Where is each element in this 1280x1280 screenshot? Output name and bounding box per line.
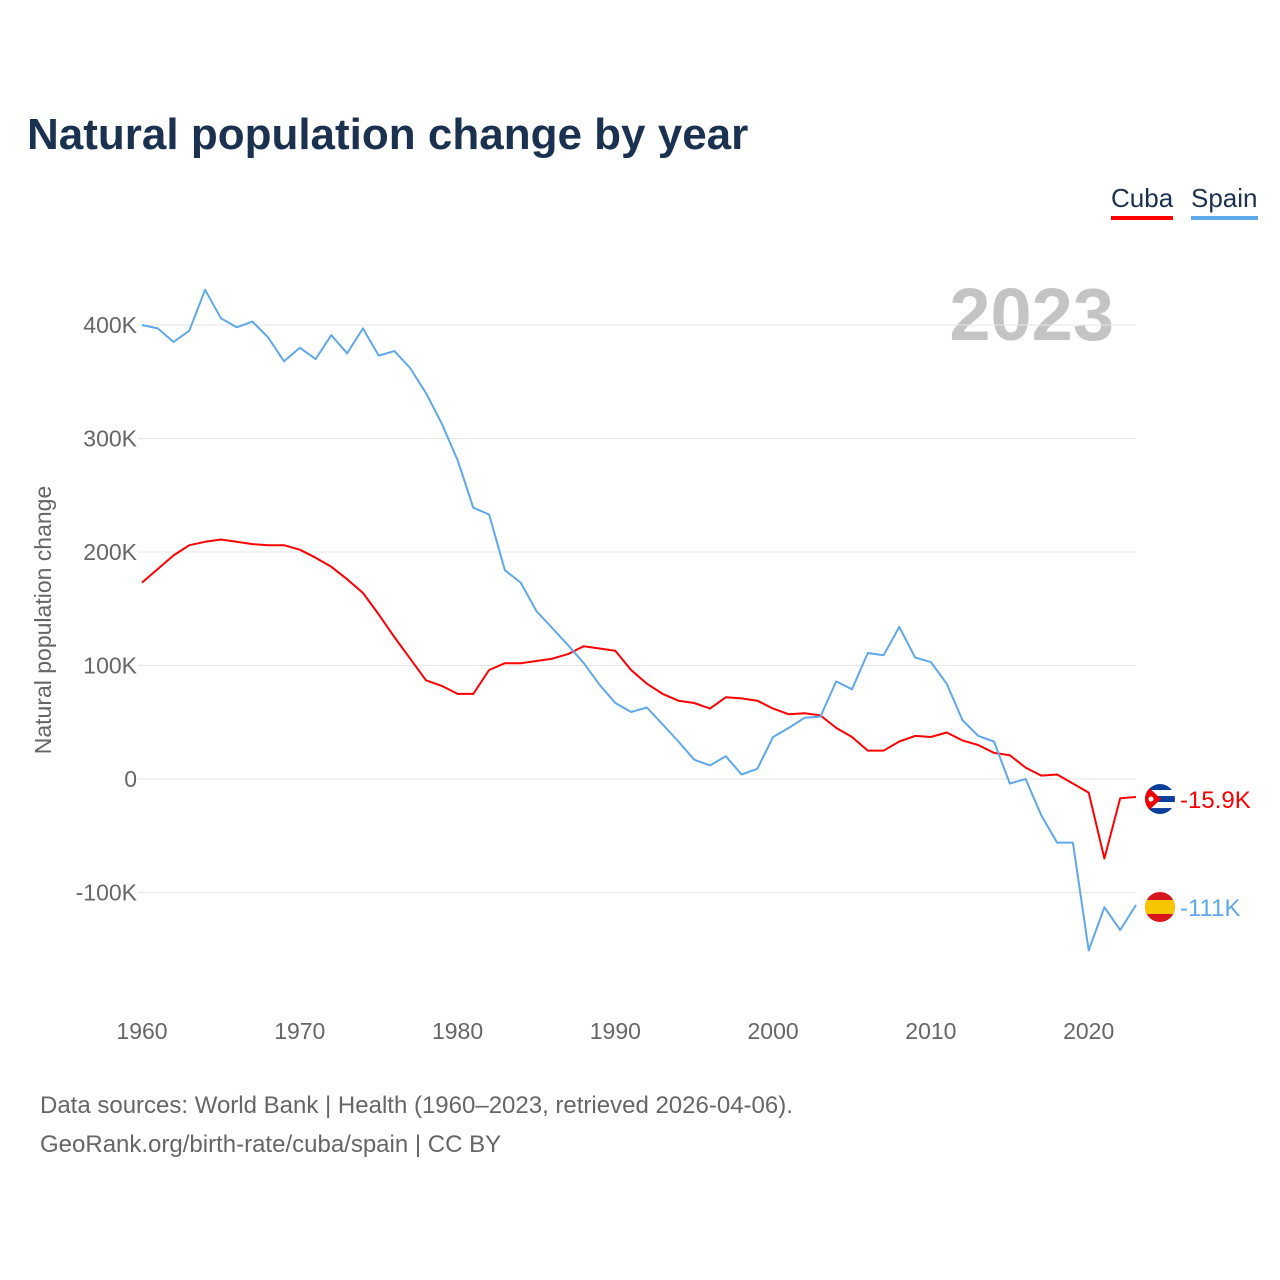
flag-stripe (1145, 802, 1175, 809)
x-tick-label: 2000 (748, 1018, 799, 1044)
flag-body (1145, 784, 1175, 815)
y-tick-label: -100K (76, 880, 138, 906)
year-watermark: 2023 (949, 273, 1114, 356)
source-link[interactable]: GeoRank.org/birth-rate/cuba/spain | CC B… (40, 1131, 502, 1158)
y-tick-label: 100K (83, 653, 137, 679)
x-tick-label: 2020 (1063, 1018, 1114, 1044)
end-value-label-cuba: -15.9K (1180, 787, 1251, 814)
spain-flag-icon (1145, 891, 1175, 922)
chart-title: Natural population change by year (27, 110, 749, 159)
y-tick-label: 300K (83, 426, 137, 452)
y-tick-label: 0 (124, 766, 137, 792)
flag-stripe (1145, 784, 1175, 791)
x-tick-label: 2010 (905, 1018, 956, 1044)
series-line-cuba (141, 538, 1137, 860)
end-value-label-spain: -111K (1180, 895, 1240, 922)
flag-star (1148, 796, 1154, 802)
source-note: Data sources: World Bank | Health (1960–… (40, 1092, 793, 1119)
flag-body (1145, 891, 1175, 922)
x-tick-label: 1980 (432, 1018, 483, 1044)
y-tick-label: 200K (83, 539, 137, 565)
flag-yellow (1145, 899, 1175, 914)
y-tick-label: 400K (83, 312, 137, 338)
series-line-spain (141, 288, 1137, 952)
x-tick-label: 1960 (116, 1018, 167, 1044)
y-axis-label: Natural population change (30, 486, 56, 755)
flag-stripe (1145, 790, 1175, 797)
x-tick-label: 1970 (274, 1018, 325, 1044)
footer: Data sources: World Bank | Health (1960–… (40, 1086, 793, 1164)
flag-stripe (1145, 808, 1175, 815)
x-tick-label: 1990 (590, 1018, 641, 1044)
legend-cuba[interactable]: Cuba (1111, 183, 1174, 220)
legend-spain[interactable]: Spain (1191, 183, 1258, 220)
cuba-flag-icon (1145, 784, 1175, 815)
